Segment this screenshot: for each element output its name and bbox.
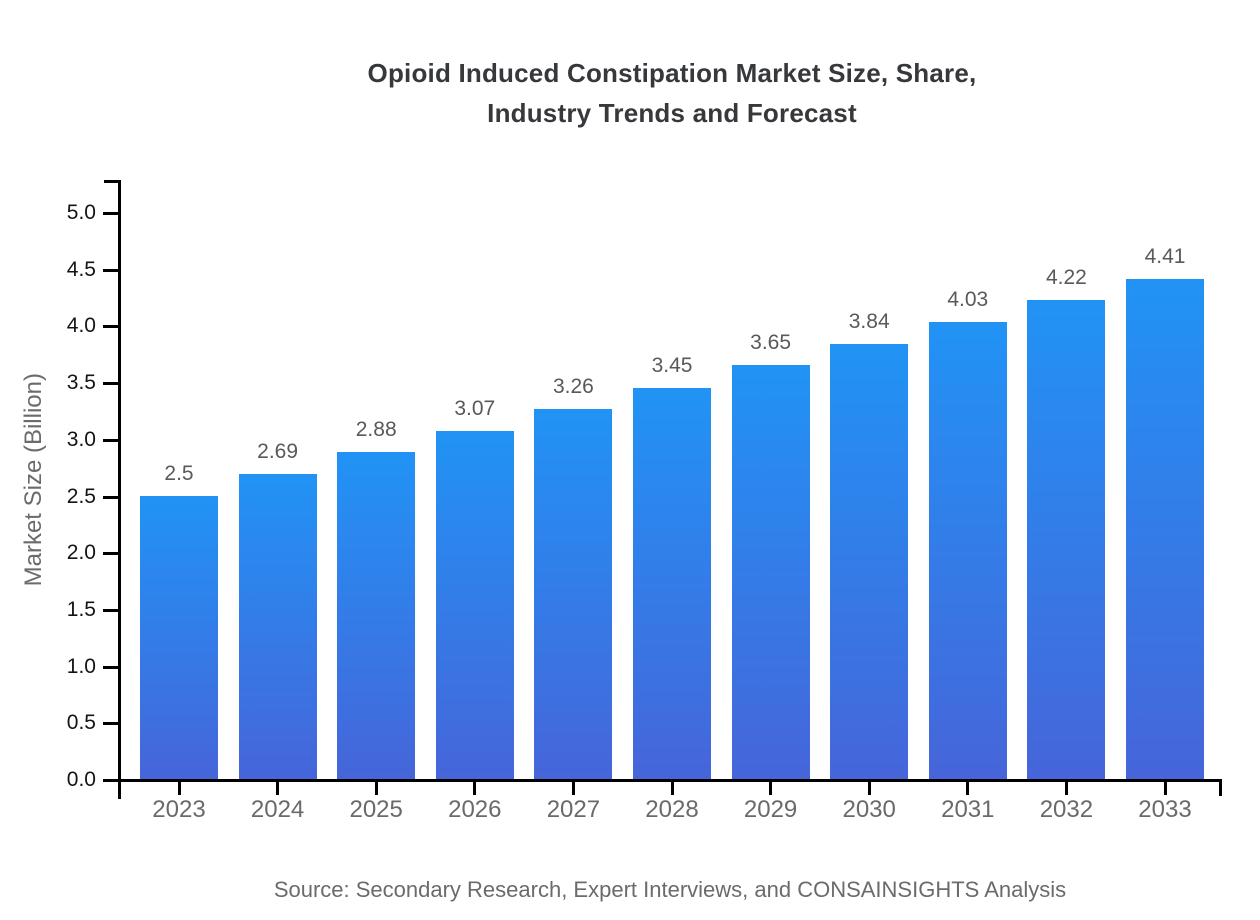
x-axis-tick-label: 2025 — [349, 796, 403, 823]
bar-value-label: 2.69 — [257, 439, 299, 463]
bar — [830, 343, 909, 779]
bar-value-label: 2.88 — [355, 418, 397, 442]
x-tick — [670, 782, 674, 795]
x-axis-tick-label: 2033 — [1138, 796, 1192, 823]
x-axis-tick-label: 2027 — [546, 796, 601, 823]
x-axis-tick-label: 2023 — [152, 796, 206, 823]
y-tick-label: 2.0 — [66, 541, 96, 565]
x-tick — [276, 782, 280, 795]
x-axis-tick-label: 2024 — [250, 796, 305, 823]
y-axis-spine — [118, 180, 121, 799]
bar — [1126, 278, 1204, 779]
bar-value-label: 3.07 — [454, 396, 496, 420]
y-tick — [103, 665, 118, 669]
bar — [337, 452, 416, 779]
x-tick — [374, 782, 378, 795]
bar-value-label: 3.65 — [750, 331, 792, 355]
chart-title-line1: Opioid Induced Constipation Market Size,… — [367, 58, 977, 88]
bar-value-label: 4.22 — [1045, 266, 1087, 290]
y-tick — [103, 495, 118, 499]
bar-value-label: 2.5 — [164, 461, 194, 485]
y-axis-top-cap — [104, 180, 121, 183]
y-tick-label: 4.0 — [66, 314, 96, 338]
x-axis-tick-label: 2028 — [645, 796, 699, 823]
bar-value-label: 4.03 — [947, 287, 989, 311]
y-tick-label: 1.5 — [66, 597, 96, 621]
bar — [435, 430, 514, 779]
bar — [928, 321, 1007, 779]
bar — [238, 473, 317, 779]
y-tick-label: 4.5 — [66, 257, 96, 281]
y-tick — [103, 325, 118, 329]
bar — [1027, 300, 1106, 779]
y-tick-label: 1.0 — [66, 654, 96, 678]
chart-title-line2: Industry Trends and Forecast — [487, 98, 857, 128]
x-axis-tick-label: 2031 — [941, 796, 995, 823]
bar-value-label: 3.84 — [848, 309, 890, 333]
y-tick-label: 0.5 — [66, 711, 96, 735]
bar — [731, 365, 810, 779]
y-tick — [103, 552, 118, 556]
y-tick — [103, 722, 118, 726]
bar-value-label: 4.41 — [1144, 244, 1186, 268]
bar-value-label: 3.26 — [552, 375, 594, 399]
x-tick — [769, 782, 773, 795]
x-tick — [867, 782, 871, 795]
y-tick-label: 3.0 — [66, 427, 96, 451]
x-axis-tick-label: 2029 — [743, 796, 798, 823]
x-axis-tick-label: 2032 — [1039, 796, 1094, 823]
y-tick-label: 2.5 — [66, 484, 96, 508]
x-tick — [1064, 782, 1068, 795]
x-axis-right-cap — [1219, 779, 1222, 796]
y-tick-label: 0.0 — [66, 768, 96, 791]
bar — [534, 409, 613, 779]
y-tick — [103, 608, 118, 612]
y-tick-label: 3.5 — [66, 371, 96, 395]
y-tick — [103, 268, 118, 272]
y-tick — [103, 779, 118, 782]
y-tick-label: 5.0 — [66, 201, 96, 224]
bar — [633, 387, 711, 779]
y-tick — [103, 438, 118, 442]
x-axis-spine — [103, 779, 1222, 782]
y-tick — [103, 212, 118, 215]
chart-title: Opioid Induced Constipation Market Size,… — [84, 53, 1260, 133]
x-tick — [177, 782, 181, 795]
x-axis-tick-label: 2026 — [448, 796, 502, 823]
x-axis-tick-label: 2030 — [842, 796, 896, 823]
bar-value-label: 3.45 — [651, 353, 693, 377]
x-tick — [571, 782, 575, 795]
x-tick — [1163, 782, 1167, 795]
bar — [140, 495, 218, 779]
x-tick — [966, 782, 970, 795]
source-note: Source: Secondary Research, Expert Inter… — [273, 877, 1067, 902]
x-tick — [473, 782, 477, 795]
y-tick — [103, 382, 118, 386]
